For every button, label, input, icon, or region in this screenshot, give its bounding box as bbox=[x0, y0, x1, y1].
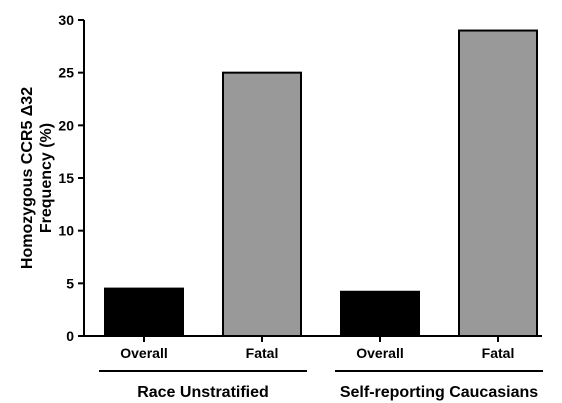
bars bbox=[104, 29, 538, 338]
category-label: Overall bbox=[356, 345, 403, 361]
y-tick-label: 25 bbox=[58, 65, 74, 81]
y-tick-label: 0 bbox=[66, 328, 74, 344]
y-tick-label: 15 bbox=[58, 170, 74, 186]
bar-overall-self-reporting-caucasians bbox=[340, 290, 420, 338]
bar-fatal-race-unstratified bbox=[222, 71, 302, 338]
group-label: Self-reporting Caucasians bbox=[340, 384, 538, 401]
category-label: Fatal bbox=[246, 345, 279, 361]
y-tick-label: 30 bbox=[58, 12, 74, 28]
category-label: Overall bbox=[120, 345, 167, 361]
bar-fatal-self-reporting-caucasians bbox=[458, 29, 538, 338]
category-label: Fatal bbox=[482, 345, 515, 361]
y-axis: 0 5 10 15 20 25 30 bbox=[58, 12, 85, 344]
group-label: Race Unstratified bbox=[137, 384, 269, 401]
y-tick-label: 5 bbox=[66, 275, 74, 291]
y-tick-label: 10 bbox=[58, 223, 74, 239]
y-axis-title-line: Homozygous CCR5 Δ32 bbox=[19, 87, 36, 269]
bar-overall-race-unstratified bbox=[104, 287, 184, 338]
group-labels: Race Unstratified Self-reporting Caucasia… bbox=[99, 370, 543, 401]
category-labels: Overall Fatal Overall Fatal bbox=[120, 345, 514, 361]
y-axis-title-line: Frequency (%) bbox=[38, 123, 55, 233]
y-tick-label: 20 bbox=[58, 117, 74, 133]
y-axis-title: Homozygous CCR5 Δ32 Frequency (%) bbox=[19, 87, 55, 269]
